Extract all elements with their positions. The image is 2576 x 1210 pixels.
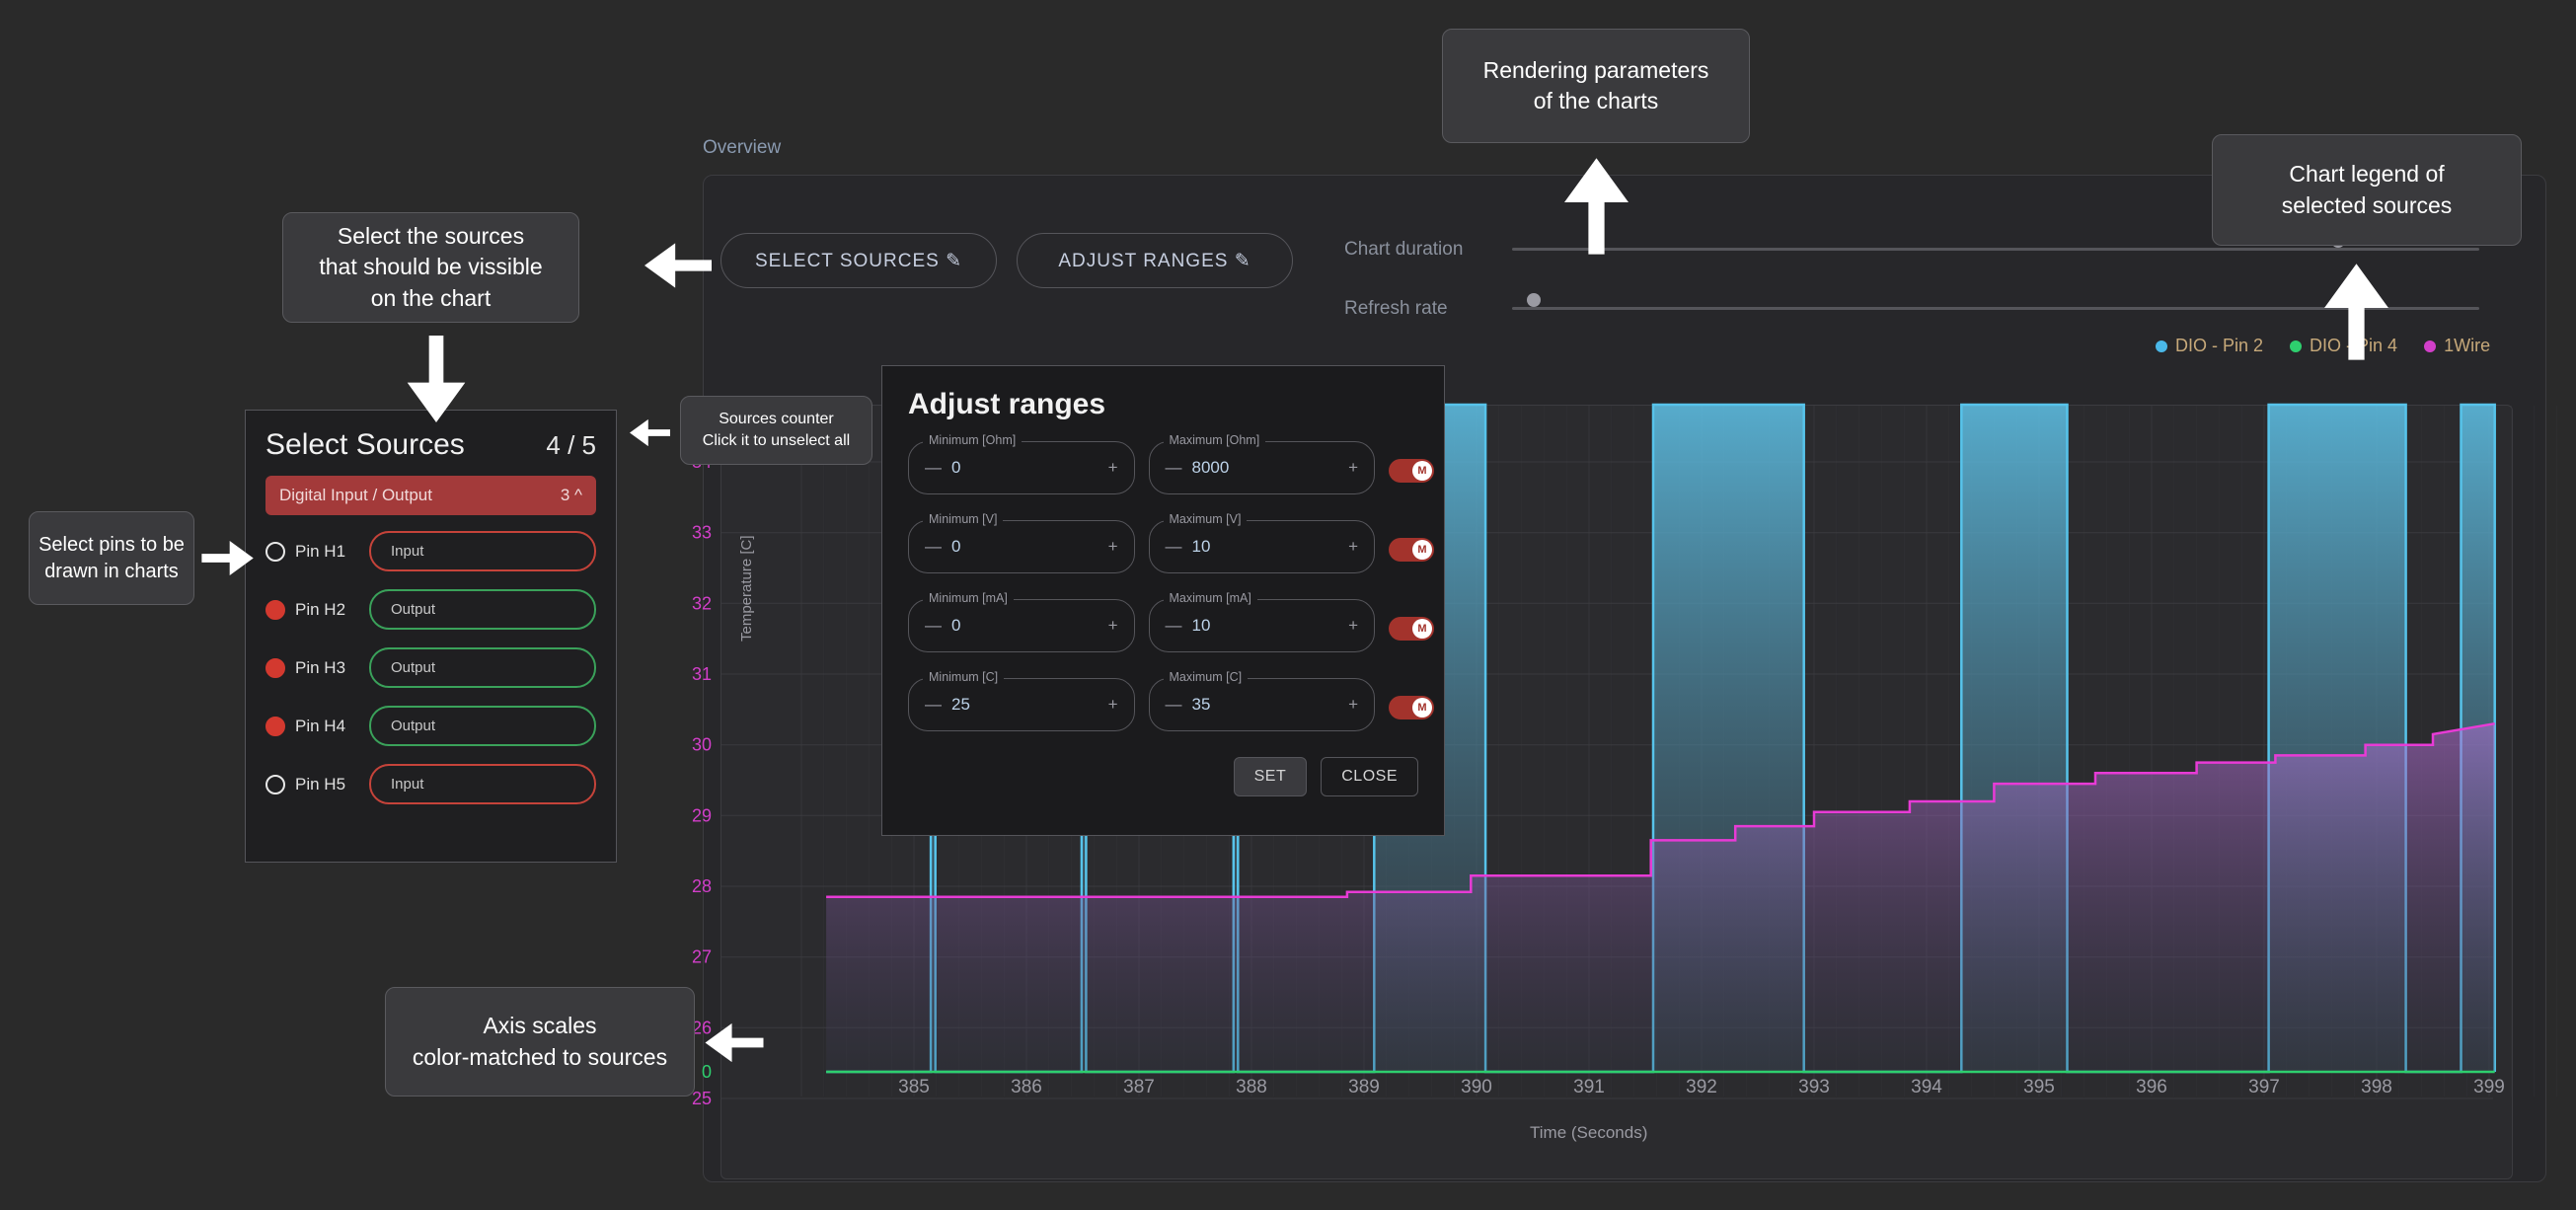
svg-text:391: 391 <box>1573 1077 1605 1097</box>
svg-text:31: 31 <box>692 664 712 684</box>
svg-text:399: 399 <box>2473 1077 2505 1097</box>
svg-text:30: 30 <box>692 735 712 755</box>
svg-text:393: 393 <box>1798 1077 1830 1097</box>
svg-text:392: 392 <box>1686 1077 1717 1097</box>
svg-text:394: 394 <box>1911 1077 1942 1097</box>
svg-text:387: 387 <box>1123 1077 1155 1097</box>
svg-text:27: 27 <box>692 947 712 967</box>
svg-text:28: 28 <box>692 876 712 896</box>
svg-text:398: 398 <box>2361 1077 2392 1097</box>
svg-text:33: 33 <box>692 523 712 543</box>
svg-text:29: 29 <box>692 805 712 825</box>
svg-text:389: 389 <box>1348 1077 1380 1097</box>
svg-text:32: 32 <box>692 593 712 613</box>
svg-text:386: 386 <box>1011 1077 1042 1097</box>
svg-text:396: 396 <box>2136 1077 2167 1097</box>
svg-text:395: 395 <box>2023 1077 2055 1097</box>
svg-text:385: 385 <box>898 1077 930 1097</box>
svg-text:388: 388 <box>1236 1077 1267 1097</box>
svg-text:25: 25 <box>692 1089 712 1108</box>
svg-text:390: 390 <box>1461 1077 1492 1097</box>
svg-text:397: 397 <box>2248 1077 2280 1097</box>
